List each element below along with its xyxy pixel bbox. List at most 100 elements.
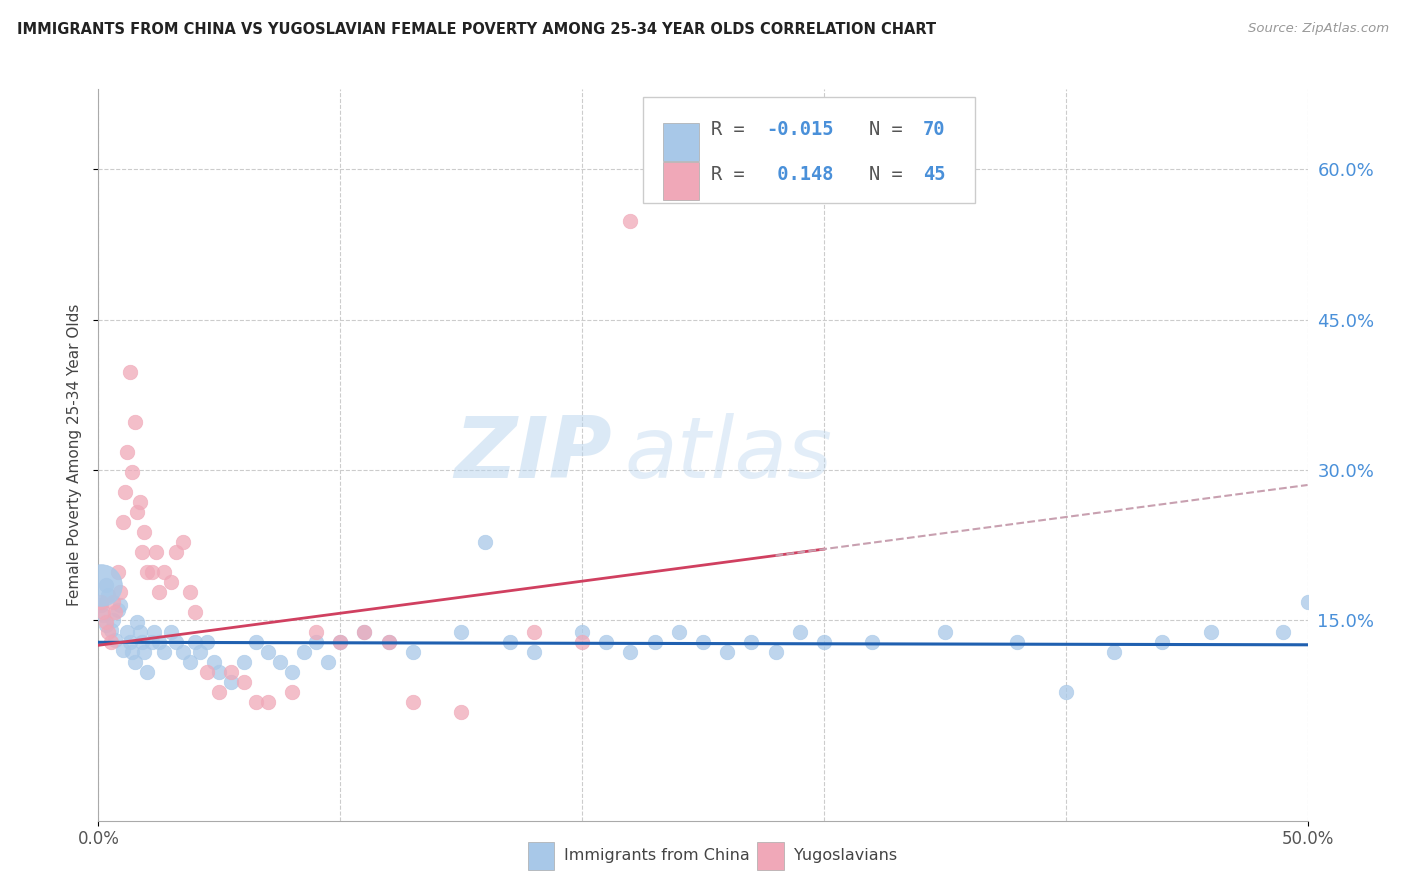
Point: [305, 635, 328, 649]
Point: [789, 625, 811, 640]
Text: ZIP: ZIP: [454, 413, 613, 497]
Point: [101, 613, 124, 627]
Point: [813, 635, 835, 649]
Point: [141, 635, 163, 649]
Y-axis label: Female Poverty Among 25-34 Year Olds: Female Poverty Among 25-34 Year Olds: [67, 304, 83, 606]
Point: [117, 625, 139, 640]
Point: [121, 645, 143, 659]
Point: [165, 635, 187, 649]
Point: [256, 645, 278, 659]
FancyBboxPatch shape: [643, 96, 976, 202]
Point: [195, 635, 218, 649]
Point: [184, 605, 207, 619]
Point: [498, 635, 520, 649]
Point: [188, 645, 211, 659]
Text: 45: 45: [924, 165, 946, 184]
Point: [740, 635, 762, 649]
Point: [94, 615, 117, 630]
Point: [305, 625, 328, 640]
Point: [204, 656, 226, 670]
Bar: [527, 842, 554, 870]
Point: [402, 645, 425, 659]
Point: [148, 635, 170, 649]
Point: [141, 565, 163, 579]
Point: [131, 635, 153, 649]
Bar: [758, 842, 785, 870]
Point: [208, 665, 231, 680]
Point: [269, 656, 291, 670]
Point: [377, 635, 399, 649]
Point: [1102, 645, 1125, 659]
Point: [160, 625, 183, 640]
Point: [165, 545, 187, 559]
Point: [90, 578, 112, 592]
Point: [148, 585, 170, 599]
Point: [329, 635, 352, 649]
Point: [523, 645, 546, 659]
Point: [172, 645, 194, 659]
Point: [104, 633, 127, 648]
Point: [145, 545, 167, 559]
Point: [644, 635, 666, 649]
Point: [1296, 595, 1319, 609]
Point: [523, 625, 546, 640]
Point: [450, 706, 472, 720]
Point: [402, 695, 425, 709]
Point: [107, 603, 129, 617]
Point: [1199, 625, 1222, 640]
Point: [104, 605, 127, 619]
Text: R =: R =: [711, 120, 756, 139]
Point: [108, 598, 131, 612]
Text: IMMIGRANTS FROM CHINA VS YUGOSLAVIAN FEMALE POVERTY AMONG 25-34 YEAR OLDS CORREL: IMMIGRANTS FROM CHINA VS YUGOSLAVIAN FEM…: [17, 22, 936, 37]
Point: [316, 656, 339, 670]
Text: Yugoslavians: Yugoslavians: [794, 848, 897, 863]
Point: [179, 585, 201, 599]
Point: [111, 643, 134, 657]
Point: [571, 625, 593, 640]
Text: N =: N =: [869, 120, 914, 139]
Point: [1007, 635, 1029, 649]
Text: Source: ZipAtlas.com: Source: ZipAtlas.com: [1249, 22, 1389, 36]
Point: [208, 685, 231, 699]
Point: [221, 665, 243, 680]
Text: 70: 70: [924, 120, 946, 139]
Point: [121, 465, 143, 479]
Point: [184, 635, 207, 649]
Point: [1054, 685, 1077, 699]
Point: [111, 515, 134, 529]
Point: [134, 645, 156, 659]
Point: [281, 685, 304, 699]
Point: [292, 645, 315, 659]
Text: Immigrants from China: Immigrants from China: [564, 848, 749, 863]
Point: [135, 665, 157, 680]
Point: [474, 535, 496, 549]
Point: [127, 615, 149, 630]
Point: [101, 595, 124, 609]
Point: [668, 625, 690, 640]
Text: 0.148: 0.148: [766, 165, 834, 184]
Point: [329, 635, 352, 649]
Point: [127, 505, 149, 519]
Text: -0.015: -0.015: [766, 120, 834, 139]
Point: [128, 495, 150, 509]
Point: [353, 625, 375, 640]
Point: [353, 625, 375, 640]
Point: [377, 635, 399, 649]
Point: [245, 635, 267, 649]
Text: R =: R =: [711, 165, 756, 184]
Point: [131, 545, 153, 559]
Point: [232, 675, 254, 690]
Bar: [664, 122, 699, 161]
Point: [692, 635, 714, 649]
Point: [221, 675, 243, 690]
Point: [134, 524, 156, 539]
Point: [91, 608, 114, 623]
Point: [108, 585, 131, 599]
Point: [450, 625, 472, 640]
Point: [281, 665, 304, 680]
Point: [90, 595, 112, 609]
Point: [114, 485, 136, 500]
Point: [97, 588, 120, 602]
Point: [143, 625, 166, 640]
Point: [118, 635, 141, 649]
